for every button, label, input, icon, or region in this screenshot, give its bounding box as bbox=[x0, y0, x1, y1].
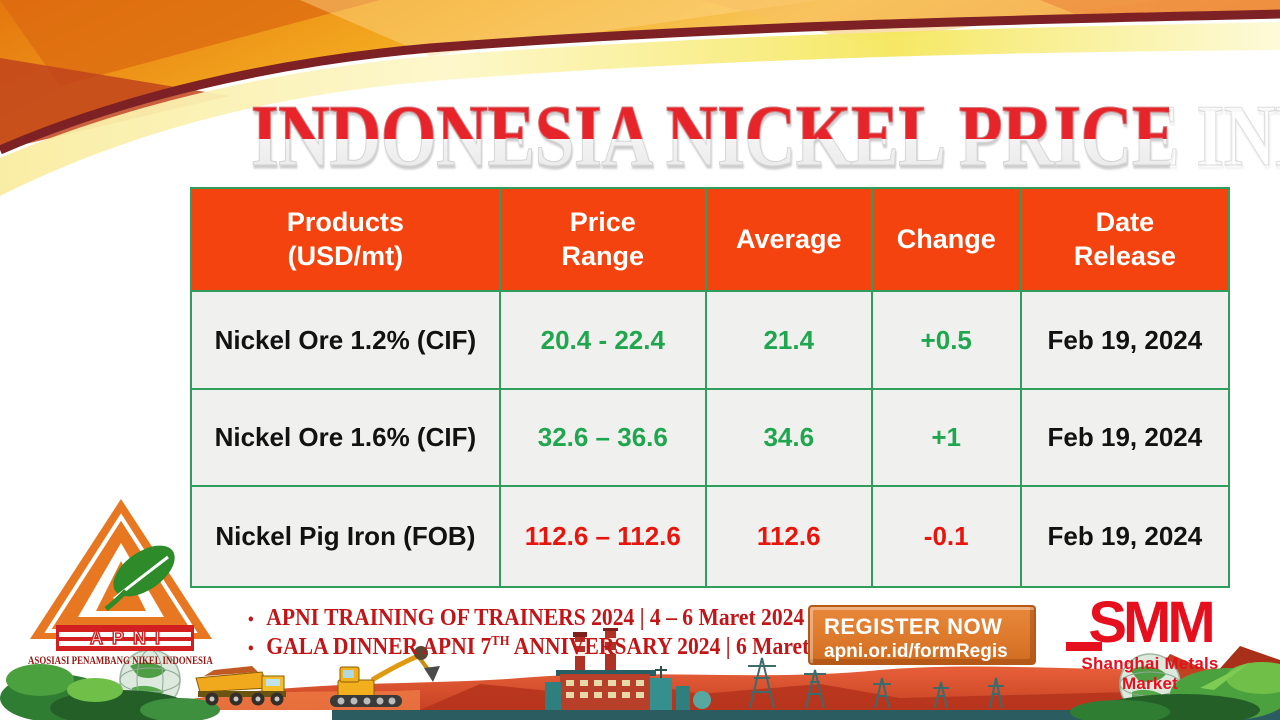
table-header-average: Average bbox=[706, 189, 873, 292]
date-release-cell: Feb 19, 2024 bbox=[1021, 292, 1228, 390]
table-header-products: Products (USD/mt) bbox=[192, 189, 501, 292]
register-button[interactable]: REGISTER NOW apni.or.id/formRegis bbox=[808, 605, 1036, 665]
average-cell: 21.4 bbox=[706, 292, 873, 390]
register-button-url: apni.or.id/formRegis bbox=[824, 641, 1008, 662]
bullet-icon: • bbox=[248, 609, 254, 629]
register-button-title: REGISTER NOW bbox=[824, 614, 1003, 639]
foliage-right-illustration bbox=[1070, 662, 1280, 720]
mining-scene-illustration bbox=[0, 628, 1280, 720]
table-header-change: Change bbox=[872, 189, 1022, 292]
smm-wordmark: SMM bbox=[1052, 594, 1248, 652]
event-text: APNI TRAINING OF TRAINERS 2024 | 4 – 6 M… bbox=[266, 605, 805, 631]
apni-logo bbox=[30, 499, 212, 639]
power-pylon-illustration bbox=[748, 657, 1004, 709]
foliage-left-illustration bbox=[0, 664, 220, 720]
price-range-cell: 112.6 – 112.6 bbox=[501, 487, 707, 586]
average-cell: 34.6 bbox=[706, 390, 873, 487]
table-header-price-range: Price Range bbox=[500, 189, 707, 292]
excavator-illustration bbox=[330, 646, 440, 707]
smm-logo: SMM Shanghai Metals Market bbox=[1052, 594, 1248, 694]
product-cell: Nickel Ore 1.6% (CIF) bbox=[192, 390, 501, 487]
price-range-cell: 20.4 - 22.4 bbox=[500, 292, 707, 390]
product-cell: Nickel Ore 1.2% (CIF) bbox=[192, 292, 501, 390]
event-item: • GALA DINNER APNI 7TH ANNIVERSARY 2024 … bbox=[248, 633, 858, 662]
price-table: Products (USD/mt) Price Range Average Ch… bbox=[190, 187, 1230, 588]
date-release-cell: Feb 19, 2024 bbox=[1047, 521, 1203, 551]
product-cell: Nickel Pig Iron (FOB) bbox=[192, 487, 501, 586]
change-cell: +0.5 bbox=[872, 292, 1022, 390]
bottom-bar-decoration bbox=[332, 710, 1280, 720]
page-title: INDONESIA NICKEL PRICE INDEX bbox=[250, 88, 1280, 185]
smm-tagline: Shanghai Metals Market bbox=[1081, 654, 1219, 693]
average-cell: 112.6 bbox=[707, 487, 873, 586]
event-list: • APNI TRAINING OF TRAINERS 2024 | 4 – 6… bbox=[248, 604, 858, 662]
factory-illustration bbox=[545, 628, 711, 710]
change-cell: +1 bbox=[872, 390, 1022, 487]
table-header-date-release: Date Release bbox=[1021, 189, 1228, 292]
dump-truck-illustration bbox=[195, 666, 286, 706]
apni-wordmark: APNI bbox=[56, 625, 194, 651]
event-text: GALA DINNER APNI 7TH ANNIVERSARY 2024 | … bbox=[266, 634, 858, 660]
change-cell: -0.1 bbox=[873, 487, 1022, 586]
price-range-cell: 32.6 – 36.6 bbox=[500, 390, 707, 487]
top-swoosh-decoration bbox=[0, 0, 1280, 196]
date-release-cell: Feb 19, 2024 bbox=[1021, 390, 1228, 487]
event-item: • APNI TRAINING OF TRAINERS 2024 | 4 – 6… bbox=[248, 604, 858, 633]
smm-underline-decoration bbox=[1066, 642, 1102, 651]
bullet-icon: • bbox=[248, 638, 254, 658]
leaf-icon bbox=[104, 545, 175, 611]
apni-tagline: ASOSIASI PENAMBANG NIKEL INDONESIA bbox=[28, 653, 213, 667]
